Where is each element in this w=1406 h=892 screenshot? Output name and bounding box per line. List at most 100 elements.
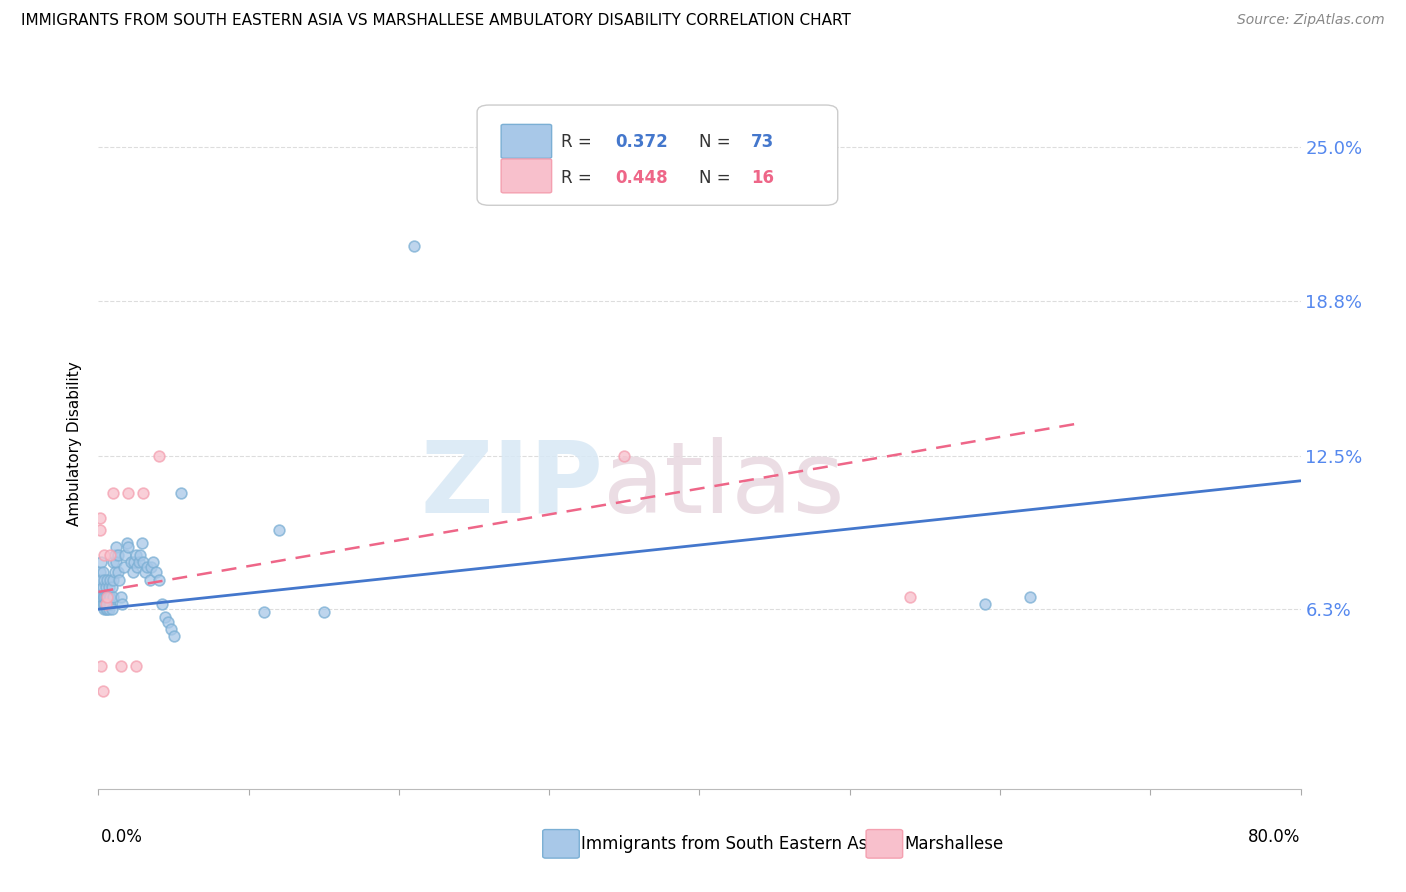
Point bbox=[90, 590, 112, 604]
Point bbox=[96, 602, 118, 616]
Point bbox=[97, 590, 120, 604]
Point bbox=[103, 573, 125, 587]
Text: N =: N = bbox=[700, 169, 737, 186]
Point bbox=[170, 486, 193, 500]
Point bbox=[97, 580, 120, 594]
Point bbox=[103, 555, 125, 569]
Point bbox=[1019, 590, 1042, 604]
FancyBboxPatch shape bbox=[501, 124, 551, 158]
Point bbox=[89, 565, 111, 579]
Point bbox=[115, 535, 138, 549]
Point bbox=[90, 555, 112, 569]
Point bbox=[91, 565, 114, 579]
Point bbox=[91, 580, 114, 594]
Y-axis label: Ambulatory Disability: Ambulatory Disability bbox=[67, 361, 83, 526]
Point bbox=[121, 555, 143, 569]
Point bbox=[96, 590, 118, 604]
Point bbox=[97, 602, 120, 616]
Point bbox=[89, 511, 111, 525]
Point bbox=[91, 683, 114, 698]
Text: 0.448: 0.448 bbox=[616, 169, 668, 186]
Point bbox=[898, 590, 921, 604]
Point bbox=[150, 597, 173, 611]
Text: 0.372: 0.372 bbox=[616, 133, 668, 151]
Point bbox=[312, 605, 335, 619]
Point bbox=[131, 535, 153, 549]
Point bbox=[107, 548, 129, 562]
Point bbox=[100, 573, 122, 587]
Text: 73: 73 bbox=[751, 133, 775, 151]
Point bbox=[148, 449, 170, 463]
Point bbox=[94, 602, 117, 616]
Point bbox=[104, 565, 127, 579]
Text: R =: R = bbox=[561, 133, 598, 151]
Point bbox=[402, 239, 425, 253]
Text: 0.0%: 0.0% bbox=[101, 828, 143, 846]
Point bbox=[156, 615, 179, 629]
Point bbox=[125, 659, 148, 673]
Point bbox=[100, 597, 122, 611]
Point bbox=[117, 541, 139, 555]
Text: R =: R = bbox=[561, 169, 598, 186]
Point bbox=[135, 560, 157, 574]
Point bbox=[117, 486, 139, 500]
Point bbox=[138, 573, 160, 587]
Point bbox=[124, 555, 146, 569]
Text: 16: 16 bbox=[751, 169, 775, 186]
Point bbox=[153, 609, 176, 624]
Point bbox=[93, 548, 115, 562]
Point bbox=[103, 590, 125, 604]
Point bbox=[132, 555, 155, 569]
Point bbox=[141, 555, 163, 569]
Point bbox=[103, 486, 125, 500]
Point bbox=[89, 523, 111, 537]
Point bbox=[90, 659, 112, 673]
Point bbox=[162, 629, 184, 643]
Text: Source: ZipAtlas.com: Source: ZipAtlas.com bbox=[1237, 13, 1385, 28]
Text: Marshallese: Marshallese bbox=[904, 835, 1004, 853]
Point bbox=[129, 548, 152, 562]
Point bbox=[93, 597, 115, 611]
Point bbox=[94, 597, 117, 611]
Text: atlas: atlas bbox=[603, 437, 845, 533]
Point bbox=[122, 565, 145, 579]
Point bbox=[101, 580, 124, 594]
Point bbox=[97, 597, 120, 611]
Point bbox=[91, 590, 114, 604]
Point bbox=[100, 590, 122, 604]
Point bbox=[112, 560, 135, 574]
Point bbox=[114, 548, 136, 562]
Point bbox=[96, 597, 118, 611]
Point bbox=[110, 590, 132, 604]
Point bbox=[105, 541, 128, 555]
Text: N =: N = bbox=[700, 133, 737, 151]
Point bbox=[134, 565, 156, 579]
Point bbox=[148, 573, 170, 587]
Point bbox=[139, 560, 162, 574]
Point bbox=[93, 590, 115, 604]
Point bbox=[96, 573, 118, 587]
Text: ZIP: ZIP bbox=[420, 437, 603, 533]
FancyBboxPatch shape bbox=[477, 105, 838, 205]
Point bbox=[145, 565, 167, 579]
Point bbox=[89, 580, 111, 594]
Text: Immigrants from South Eastern Asia: Immigrants from South Eastern Asia bbox=[581, 835, 882, 853]
Point bbox=[110, 659, 132, 673]
Point bbox=[90, 573, 112, 587]
Point bbox=[93, 573, 115, 587]
Point bbox=[253, 605, 276, 619]
Point bbox=[159, 622, 181, 636]
Point bbox=[128, 555, 150, 569]
Point bbox=[974, 597, 997, 611]
Point bbox=[94, 580, 117, 594]
Point bbox=[93, 602, 115, 616]
Point bbox=[267, 523, 290, 537]
Point bbox=[107, 565, 129, 579]
Point bbox=[96, 590, 118, 604]
Point bbox=[91, 597, 114, 611]
Point bbox=[132, 486, 155, 500]
Point bbox=[613, 449, 636, 463]
Point bbox=[94, 590, 117, 604]
FancyBboxPatch shape bbox=[501, 159, 551, 193]
Text: IMMIGRANTS FROM SOUTH EASTERN ASIA VS MARSHALLESE AMBULATORY DISABILITY CORRELAT: IMMIGRANTS FROM SOUTH EASTERN ASIA VS MA… bbox=[21, 13, 851, 29]
